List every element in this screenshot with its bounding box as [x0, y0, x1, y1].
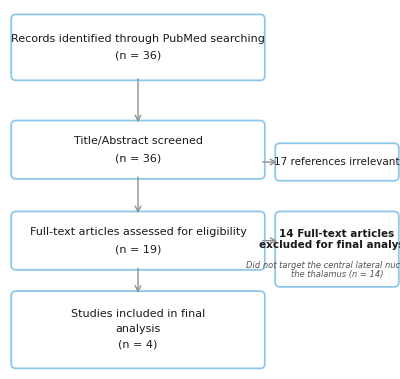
Text: excluded for final analysis: excluded for final analysis: [259, 240, 400, 250]
Text: (n = 36): (n = 36): [115, 153, 161, 163]
Text: Did not target the central lateral nucleus of: Did not target the central lateral nucle…: [246, 261, 400, 269]
Text: Records identified through PubMed searching: Records identified through PubMed search…: [11, 34, 265, 44]
Text: (n = 19): (n = 19): [115, 244, 161, 254]
Text: Title/Abstract screened: Title/Abstract screened: [74, 136, 202, 146]
Text: the thalamus (n = 14): the thalamus (n = 14): [291, 270, 383, 279]
FancyBboxPatch shape: [275, 211, 399, 287]
FancyBboxPatch shape: [11, 211, 265, 270]
Text: analysis: analysis: [115, 324, 161, 334]
FancyBboxPatch shape: [275, 143, 399, 181]
FancyBboxPatch shape: [11, 14, 265, 80]
Text: Studies included in final: Studies included in final: [71, 309, 205, 319]
FancyBboxPatch shape: [11, 121, 265, 179]
Text: Full-text articles assessed for eligibility: Full-text articles assessed for eligibil…: [30, 227, 246, 237]
FancyBboxPatch shape: [11, 291, 265, 368]
Text: (n = 4): (n = 4): [118, 339, 158, 349]
Text: (n = 36): (n = 36): [115, 51, 161, 61]
Text: 17 references irrelevant: 17 references irrelevant: [274, 157, 400, 167]
Text: 14 Full-text articles: 14 Full-text articles: [279, 229, 395, 239]
